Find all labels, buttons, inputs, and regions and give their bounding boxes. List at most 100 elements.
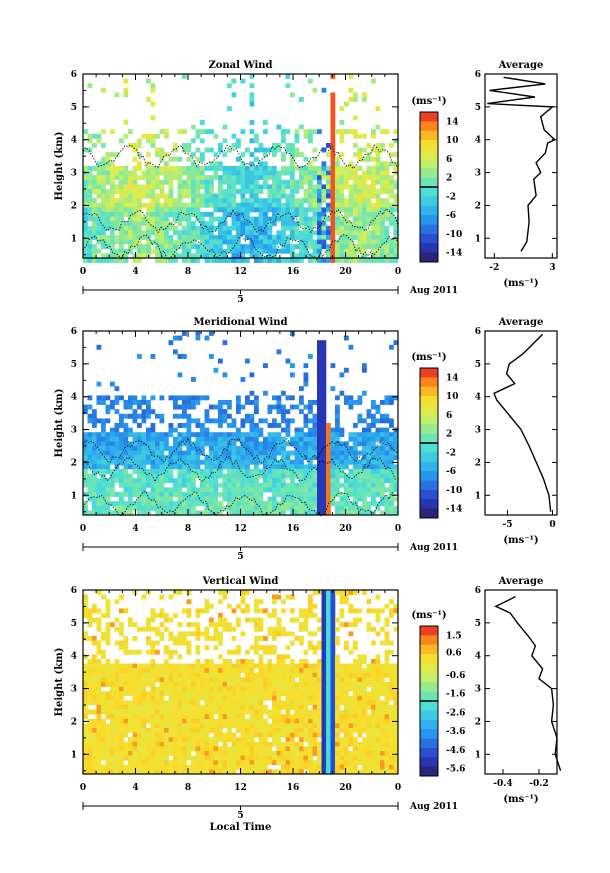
heatmap-cell <box>191 239 196 245</box>
heatmap-cell <box>195 691 201 697</box>
heatmap-cell <box>393 198 399 204</box>
heatmap-cell <box>168 207 174 213</box>
heatmap-cell <box>371 496 376 502</box>
heatmap-cell <box>393 166 399 171</box>
heatmap-cell <box>200 193 205 199</box>
heatmap-cell <box>335 469 340 474</box>
heatmap-cell <box>150 179 156 185</box>
heatmap-cell <box>218 244 223 250</box>
heatmap-cell <box>87 613 93 618</box>
heatmap-cell <box>87 737 93 743</box>
heatmap-cell <box>339 106 345 112</box>
heatmap-cell <box>132 147 138 153</box>
heatmap-cell <box>240 659 246 664</box>
colorbar-segment <box>420 471 438 481</box>
heatmap-cell <box>96 714 102 720</box>
heatmap-cell <box>375 505 381 511</box>
heatmap-cell <box>177 184 183 190</box>
heatmap-cell <box>339 225 345 231</box>
heatmap-cell <box>123 230 129 236</box>
heatmap-cell <box>236 746 241 752</box>
heatmap-cell <box>195 501 201 507</box>
heatmap-cell <box>249 482 255 488</box>
heatmap-cell <box>227 193 232 199</box>
heatmap-cell <box>209 455 214 461</box>
heatmap-cell <box>159 216 165 222</box>
heatmap-cell <box>227 714 232 720</box>
heatmap-cell <box>281 418 286 424</box>
heatmap-cell <box>227 691 232 697</box>
heatmap-cell <box>195 668 201 674</box>
heatmap-cell <box>200 221 205 227</box>
heatmap-cell <box>294 636 300 641</box>
heatmap-cell <box>96 469 102 474</box>
heatmap-cell <box>249 505 255 511</box>
heatmap-cell <box>267 501 273 507</box>
heatmap-cell <box>285 418 291 424</box>
heatmap-cell <box>173 487 178 493</box>
heatmap-cell <box>245 695 250 701</box>
heatmap-cell <box>263 179 268 185</box>
heatmap-cell <box>317 764 322 770</box>
heatmap-cell <box>146 459 151 465</box>
heatmap-cell <box>384 505 390 511</box>
heatmap-cell <box>281 184 286 190</box>
heatmap-cell <box>281 450 286 456</box>
heatmap-cell <box>101 253 106 259</box>
heatmap-cell <box>290 207 295 213</box>
heatmap-cell <box>101 469 106 474</box>
heatmap-cell <box>101 427 106 433</box>
heatmap-cell <box>249 672 255 678</box>
heatmap-cell <box>186 258 192 263</box>
heatmap-cell <box>267 244 273 250</box>
heatmap-cell <box>101 207 106 213</box>
heatmap-cell <box>200 478 205 484</box>
heatmap-cell <box>290 253 295 259</box>
heatmap-cell <box>110 764 115 770</box>
heatmap-cell <box>132 166 138 171</box>
heatmap-cell <box>231 668 237 674</box>
heatmap-cell <box>191 450 196 456</box>
heatmap-cell <box>240 225 246 231</box>
heatmap-cell <box>344 179 349 185</box>
heatmap-cell <box>312 202 318 208</box>
heatmap-cell <box>155 441 160 447</box>
heatmap-cell <box>240 179 246 185</box>
heatmap-cell <box>141 705 147 710</box>
heatmap-cell <box>249 83 255 89</box>
heatmap-cell <box>375 216 381 222</box>
heatmap-cell <box>258 686 264 692</box>
heatmap-cell <box>290 496 295 502</box>
heatmap-cell <box>326 617 331 623</box>
heatmap-cell <box>105 640 111 646</box>
heatmap-cell <box>321 225 327 231</box>
heatmap-cell <box>173 700 178 706</box>
heatmap-cell <box>303 469 309 474</box>
heatmap-cell <box>222 741 228 747</box>
heatmap-cell <box>236 436 241 442</box>
heatmap-cell <box>303 501 309 507</box>
heatmap-cell <box>83 212 88 217</box>
heatmap-cell <box>164 446 169 451</box>
heatmap-cell <box>339 202 345 208</box>
heatmap-cell <box>308 161 313 167</box>
heatmap-cell <box>380 170 385 176</box>
heatmap-cell <box>177 686 183 692</box>
heatmap-cell <box>222 230 228 236</box>
profile-y-tick-label: 2 <box>475 458 481 468</box>
heatmap-cell <box>87 230 93 236</box>
heatmap-cell <box>141 626 147 632</box>
heatmap-cell <box>312 510 318 516</box>
heatmap-cell <box>335 459 340 465</box>
panel-title: Meridional Wind <box>193 317 287 328</box>
heatmap-cell <box>92 179 97 185</box>
heatmap-cell <box>285 723 291 729</box>
heatmap-cell <box>83 677 88 683</box>
heatmap-cell <box>92 682 97 687</box>
heatmap-cell <box>191 478 196 484</box>
heatmap-cell <box>83 175 88 181</box>
heatmap-cell <box>132 143 138 148</box>
heatmap-cell <box>290 723 295 729</box>
heatmap-cell <box>128 686 133 692</box>
heatmap-cell <box>119 258 124 263</box>
